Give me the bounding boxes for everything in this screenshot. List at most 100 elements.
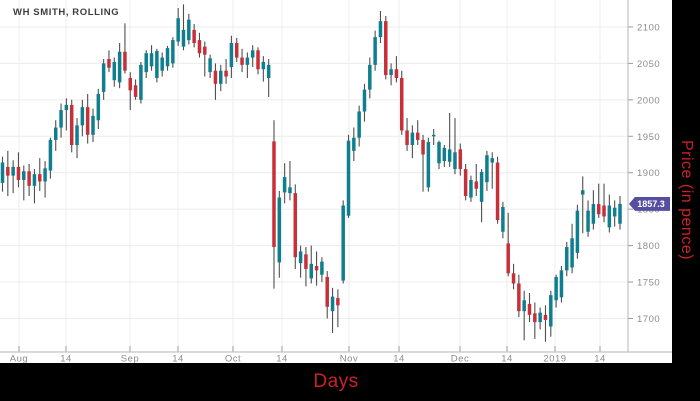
candlestick[interactable] — [6, 150, 10, 197]
candlestick[interactable] — [426, 137, 431, 192]
candle-body-up[interactable] — [0, 162, 5, 183]
candlestick[interactable] — [389, 63, 393, 86]
candlestick[interactable] — [511, 263, 516, 290]
candlestick[interactable] — [479, 169, 484, 223]
candlestick[interactable] — [586, 200, 590, 237]
candle-body-up[interactable] — [442, 147, 447, 162]
candle-body-down[interactable] — [384, 21, 388, 76]
candle-body-up[interactable] — [165, 48, 170, 67]
candle-body-down[interactable] — [6, 166, 10, 176]
candle-body-up[interactable] — [176, 18, 180, 42]
candle-body-up[interactable] — [586, 210, 590, 232]
candle-body-down[interactable] — [596, 204, 601, 215]
candlestick[interactable] — [80, 99, 85, 137]
candle-body-up[interactable] — [22, 171, 26, 181]
candlestick[interactable] — [11, 160, 15, 194]
candle-body-down[interactable] — [394, 69, 399, 78]
candle-body-up[interactable] — [112, 61, 117, 81]
candle-body-up[interactable] — [479, 171, 484, 202]
candlestick[interactable] — [91, 108, 95, 143]
candlestick[interactable] — [341, 200, 345, 284]
candle-body-down[interactable] — [213, 70, 218, 84]
candle-body-up[interactable] — [309, 263, 314, 279]
candlestick[interactable] — [298, 245, 303, 278]
candle-body-down[interactable] — [203, 46, 207, 55]
candlestick[interactable] — [266, 59, 271, 97]
candle-body-up[interactable] — [559, 270, 564, 298]
candle-body-up[interactable] — [117, 51, 122, 83]
candlestick[interactable] — [618, 196, 622, 230]
candlestick[interactable] — [469, 175, 473, 202]
candle-body-up[interactable] — [538, 312, 542, 323]
candle-body-up[interactable] — [373, 37, 377, 65]
candlestick[interactable] — [155, 48, 159, 83]
candlestick[interactable] — [314, 251, 319, 286]
candle-body-up[interactable] — [554, 276, 558, 301]
candlestick[interactable] — [187, 13, 191, 45]
candlestick[interactable] — [69, 99, 74, 153]
candlestick[interactable] — [112, 57, 117, 87]
candle-body-up[interactable] — [501, 206, 505, 232]
candlestick[interactable] — [506, 212, 510, 277]
candlestick[interactable] — [38, 158, 42, 191]
candle-body-down[interactable] — [192, 29, 196, 43]
candle-body-up[interactable] — [320, 261, 324, 275]
candle-body-down[interactable] — [85, 107, 90, 135]
candlestick[interactable] — [357, 105, 361, 147]
candle-body-up[interactable] — [469, 180, 473, 198]
candle-body-down[interactable] — [527, 303, 532, 315]
candle-body-up[interactable] — [447, 149, 452, 162]
candle-body-down[interactable] — [506, 243, 510, 274]
candle-body-down[interactable] — [128, 77, 133, 91]
candlestick[interactable] — [362, 83, 367, 122]
candlestick[interactable] — [288, 161, 292, 201]
candlestick[interactable] — [181, 4, 186, 51]
candlestick[interactable] — [208, 54, 212, 78]
candlestick[interactable] — [256, 47, 260, 75]
candlestick[interactable] — [16, 152, 21, 188]
candle-body-up[interactable] — [32, 174, 37, 186]
candle-body-down[interactable] — [314, 266, 319, 271]
candlestick[interactable] — [123, 23, 127, 74]
candle-body-up[interactable] — [43, 168, 47, 182]
candle-body-up[interactable] — [59, 110, 63, 128]
candle-body-up[interactable] — [64, 104, 69, 111]
candlestick[interactable] — [346, 134, 351, 218]
candlestick[interactable] — [144, 50, 148, 78]
candlestick[interactable] — [575, 204, 580, 259]
candle-body-up[interactable] — [389, 69, 393, 76]
candle-body-up[interactable] — [144, 53, 148, 73]
candle-body-up[interactable] — [490, 158, 494, 163]
candlestick[interactable] — [415, 120, 420, 146]
candle-body-up[interactable] — [485, 155, 489, 183]
candlestick[interactable] — [117, 42, 122, 89]
candle-body-up[interactable] — [250, 50, 255, 58]
candlestick[interactable] — [176, 8, 180, 46]
candle-body-up[interactable] — [522, 300, 526, 312]
candlestick[interactable] — [64, 98, 69, 131]
candlestick[interactable] — [304, 247, 308, 287]
candle-body-up[interactable] — [229, 42, 234, 68]
candle-body-up[interactable] — [426, 142, 431, 188]
candlestick[interactable] — [139, 61, 143, 104]
candle-body-down[interactable] — [517, 283, 521, 312]
candle-body-up[interactable] — [282, 177, 287, 193]
candlestick[interactable] — [591, 190, 596, 230]
candlestick[interactable] — [224, 59, 228, 84]
candlestick[interactable] — [538, 307, 542, 330]
candlestick[interactable] — [596, 183, 601, 218]
candlestick[interactable] — [213, 63, 218, 100]
candlestick[interactable] — [149, 45, 154, 71]
candle-body-up[interactable] — [277, 197, 282, 263]
candlestick[interactable] — [43, 161, 47, 198]
candlestick[interactable] — [474, 163, 479, 197]
candle-body-down[interactable] — [415, 132, 420, 140]
candlestick[interactable] — [309, 245, 314, 284]
candle-body-up[interactable] — [219, 70, 223, 84]
candle-body-up[interactable] — [591, 204, 596, 224]
candlestick[interactable] — [133, 79, 138, 100]
candlestick[interactable] — [517, 274, 521, 318]
candlestick[interactable] — [293, 184, 298, 269]
candlestick[interactable] — [368, 57, 372, 99]
candle-body-up[interactable] — [362, 89, 367, 112]
